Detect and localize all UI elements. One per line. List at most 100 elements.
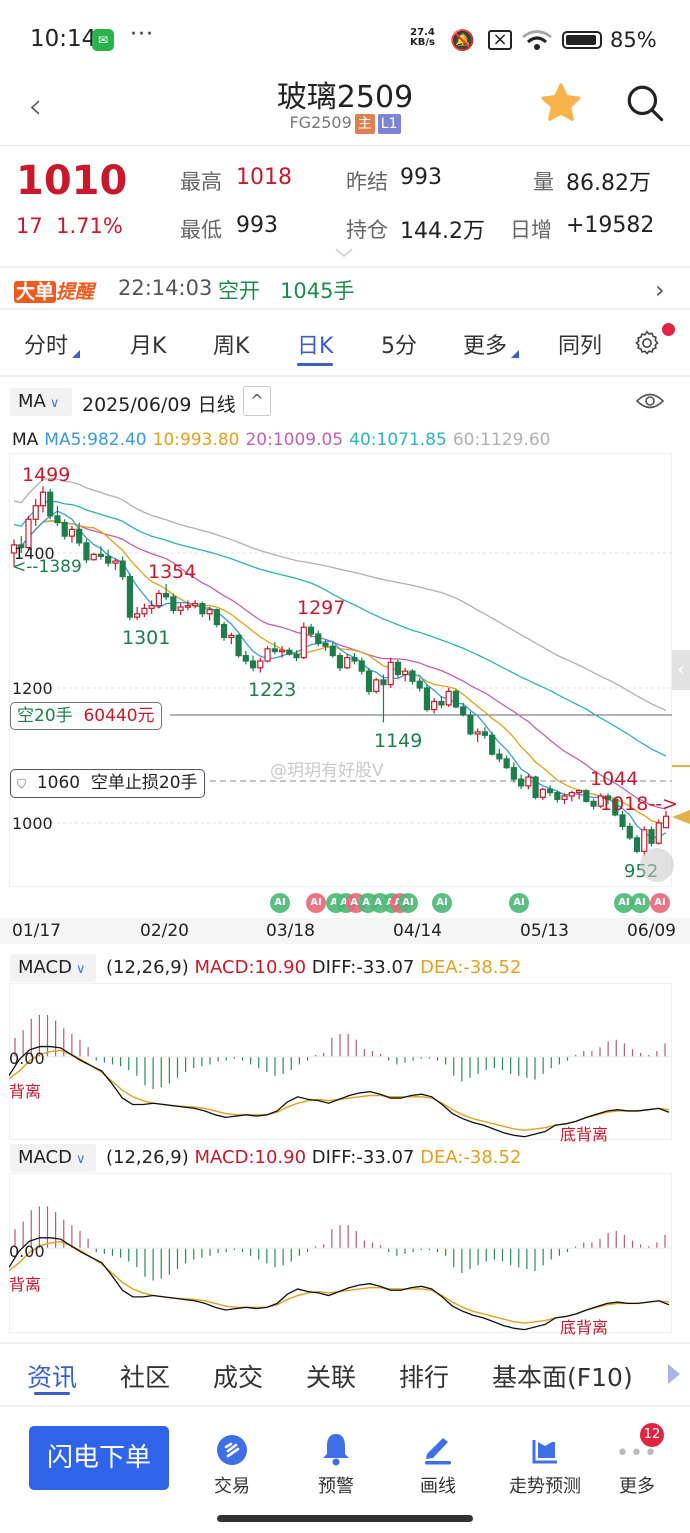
x-tick: 05/13: [520, 921, 569, 941]
annotation-1018: 1018-->: [600, 793, 678, 815]
status-time: 10:14: [30, 26, 97, 52]
macd-panel-2[interactable]: [9, 1173, 672, 1333]
change-value: 17: [16, 214, 43, 238]
diff-value: DIFF:-33.07: [311, 1147, 415, 1168]
selector-label: MA: [18, 391, 46, 412]
tab-news[interactable]: 资讯: [27, 1363, 78, 1392]
mute-icon: 🔕: [450, 28, 475, 52]
x-tick: 03/18: [266, 921, 315, 941]
flash-order-button[interactable]: 闪电下单: [29, 1426, 169, 1490]
ma40-value: 40:1071.85: [349, 430, 447, 450]
big-order-action: 空开: [218, 279, 260, 303]
bottom-divergence-label: 底背离: [560, 1125, 609, 1144]
tab-community[interactable]: 社区: [120, 1363, 171, 1392]
main-indicator-selector[interactable]: MA ∨: [10, 388, 72, 416]
macd-chart-1[interactable]: [9, 983, 672, 1140]
prev-settle-value: 993: [400, 165, 442, 190]
ma60-value: 60:1129.60: [452, 430, 551, 450]
tab-weekly[interactable]: 周K: [213, 334, 250, 359]
ai-signal-marker[interactable]: AI: [270, 893, 290, 913]
tabs-scroll-right-icon[interactable]: [668, 1364, 680, 1384]
position-pnl: 60440元: [83, 706, 155, 726]
tool-label: 走势预测: [509, 1476, 581, 1497]
more-icon: •••: [616, 1441, 658, 1466]
y-tick-1000: 1000: [12, 814, 53, 833]
back-button[interactable]: ‹: [28, 86, 43, 127]
macd-selector-2[interactable]: MACD ∨: [10, 1144, 96, 1172]
tab-related[interactable]: 关联: [306, 1363, 357, 1392]
ai-signal-marker[interactable]: AI: [509, 893, 529, 913]
current-price-pointer: [672, 810, 690, 824]
tab-ranking[interactable]: 排行: [399, 1363, 450, 1392]
macd-params: (12,26,9): [106, 957, 189, 978]
forecast-button[interactable]: 走势预测: [497, 1430, 593, 1498]
ma5-value: MA5:982.40: [44, 430, 147, 450]
draw-line-button[interactable]: 画线: [393, 1430, 483, 1498]
position-side: 空20手: [17, 706, 73, 726]
tab-trades[interactable]: 成交: [213, 1363, 264, 1392]
kline-chart-area[interactable]: [9, 453, 672, 887]
macd-zero-label: 0.00: [9, 1049, 45, 1068]
selector-label: MACD: [18, 1147, 72, 1168]
position-label[interactable]: 空20手 60440元: [10, 702, 162, 730]
ai-signal-marker[interactable]: AI: [630, 893, 650, 913]
contract-code: FG2509 主 L1: [0, 113, 690, 134]
macd-chart-2[interactable]: [9, 1173, 672, 1333]
annotation-1301: 1301: [122, 627, 171, 649]
big-order-arrow-icon[interactable]: ›: [655, 276, 665, 304]
left-marker-1389: <--1389: [12, 557, 82, 577]
diff-value: DIFF:-33.07: [311, 957, 415, 978]
macd-selector-1[interactable]: MACD ∨: [10, 954, 96, 982]
home-indicator[interactable]: [217, 1515, 473, 1522]
active-tab-underline: [34, 1392, 70, 1395]
annotation-1297: 1297: [297, 597, 346, 619]
more-button[interactable]: ••• 更多: [592, 1430, 682, 1498]
gear-icon[interactable]: [632, 328, 662, 358]
high-annotation: 1499: [22, 464, 71, 486]
ai-signal-marker[interactable]: AI: [432, 893, 452, 913]
volume-value: 86.82万: [566, 171, 651, 196]
annotation-1044: 1044: [590, 768, 639, 790]
x-tick: 06/09: [627, 921, 676, 941]
tab-same-list[interactable]: 同列: [558, 334, 603, 359]
big-order-tag: 大单 提醒: [14, 277, 94, 304]
stop-text: 空单止损20手: [90, 773, 198, 793]
search-icon[interactable]: [624, 82, 666, 124]
alert-button[interactable]: 预警: [291, 1430, 381, 1498]
stop-loss-label[interactable]: ⛉ 1060 空单止损20手: [10, 769, 205, 798]
ai-signal-marker[interactable]: AI: [650, 893, 670, 913]
macd-value: MACD:10.90: [194, 1147, 307, 1168]
big-order-time: 22:14:03: [118, 276, 213, 300]
change-percent: 1.71%: [56, 214, 123, 238]
tab-5min[interactable]: 5分: [381, 334, 417, 359]
last-price: 1010: [16, 158, 128, 204]
macd-panel-1[interactable]: [9, 983, 672, 1140]
status-more: ···: [130, 22, 154, 47]
fullscreen-button[interactable]: [640, 848, 674, 882]
contract-code-text: FG2509: [289, 113, 352, 132]
expand-chevron-icon[interactable]: [335, 248, 353, 258]
dea-value: DEA:-38.52: [420, 1147, 522, 1168]
star-icon[interactable]: [538, 80, 584, 126]
tab-monthly[interactable]: 月K: [130, 334, 167, 359]
ai-signal-marker[interactable]: AI: [614, 893, 634, 913]
tab-timeshare[interactable]: 分时: [24, 328, 81, 360]
ma-legend: MA MA5:982.40 10:993.80 20:1009.05 40:1071.8…: [12, 430, 556, 450]
tab-daily[interactable]: 日K: [297, 334, 334, 359]
side-expand-button[interactable]: ‹: [672, 650, 690, 690]
kline-chart[interactable]: [0, 453, 690, 893]
low-label: 最低: [180, 218, 222, 242]
eye-icon[interactable]: [635, 390, 665, 412]
tab-fundamentals[interactable]: 基本面(F10): [492, 1363, 633, 1392]
macd-zero-label: 0.00: [9, 1242, 45, 1261]
y-tick-1200: 1200: [12, 679, 53, 698]
more-badge: 12: [640, 1423, 664, 1447]
tab-more[interactable]: 更多: [463, 328, 520, 360]
trade-button[interactable]: 交易: [187, 1430, 277, 1498]
dropdown-triangle-icon: [72, 350, 81, 358]
collapse-button[interactable]: ^: [243, 386, 271, 416]
x-tick: 04/14: [393, 921, 442, 941]
ai-signal-marker[interactable]: AI: [398, 893, 418, 913]
ai-signal-marker[interactable]: AI: [306, 893, 326, 913]
ma20-value: 20:1009.05: [245, 430, 344, 450]
